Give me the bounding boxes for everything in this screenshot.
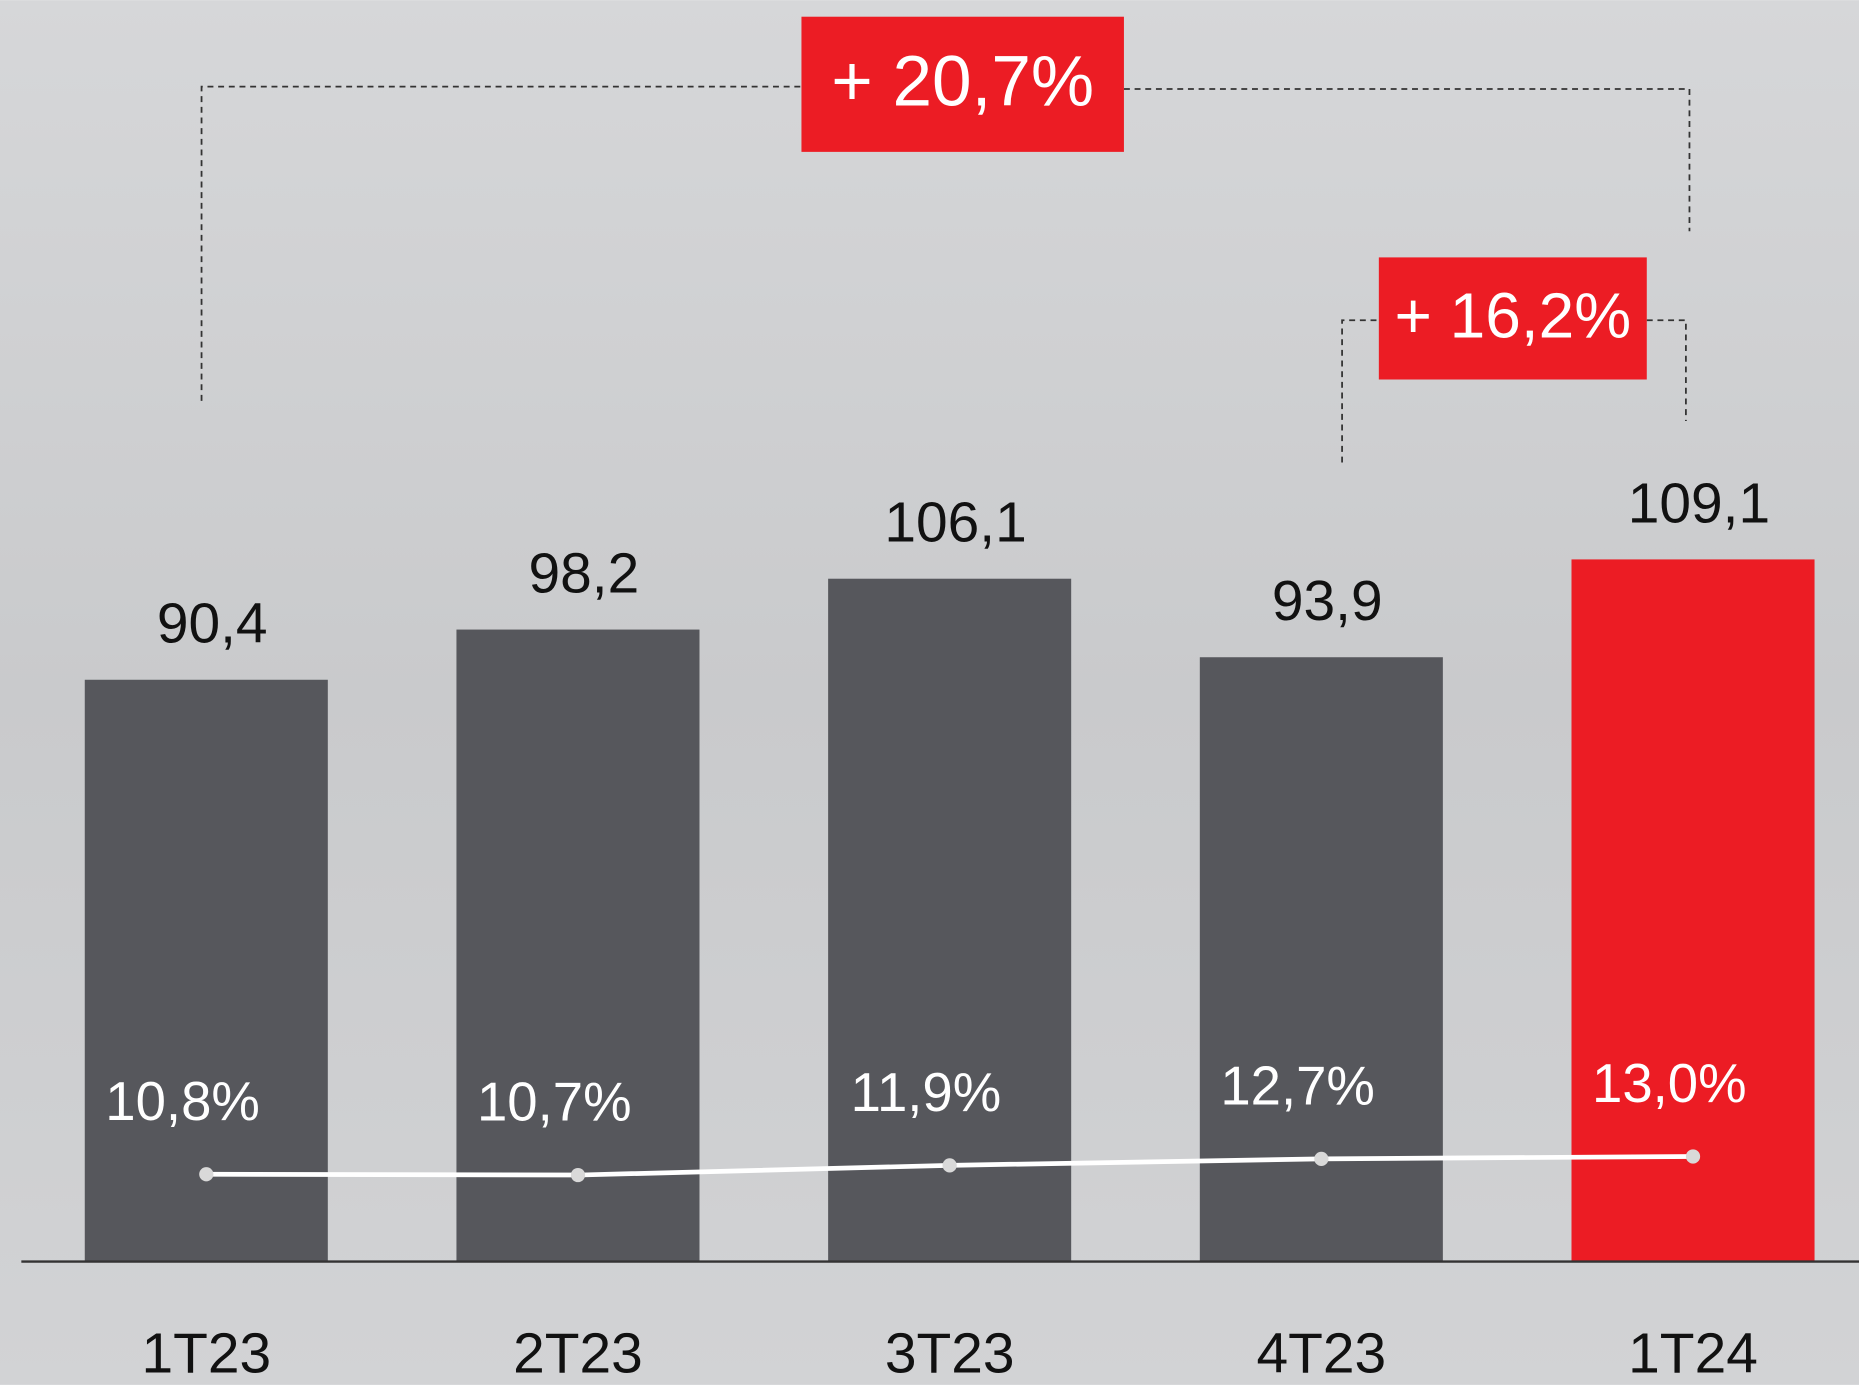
- bar-value-label: 90,4: [157, 592, 268, 656]
- annotations: + 20,7% + 16,2%: [801, 16, 1647, 380]
- line-value-label: 13,0%: [1592, 1053, 1747, 1114]
- bars: 90,4 1T23 98,2 2T23 106,1 3T23 93,9 4T23 109,1 1T…: [84, 471, 1815, 1385]
- bracket: [1341, 319, 1379, 463]
- bar: [456, 629, 700, 1262]
- line-point: [199, 1167, 214, 1182]
- line-layer: 10,8% 10,7% 11,9% 12,7% 13,0%: [105, 1053, 1747, 1183]
- bar-value-label: 93,9: [1272, 569, 1383, 633]
- annotation: + 20,7%: [831, 42, 1094, 121]
- x-tick-label: 3T23: [885, 1322, 1015, 1385]
- line-point: [570, 1167, 586, 1183]
- bar-value-label: 98,2: [529, 541, 640, 605]
- annotation-box: [801, 16, 1124, 152]
- brackets: [200, 85, 1691, 463]
- annotation-box: [1378, 257, 1647, 380]
- bracket: [200, 85, 802, 401]
- bracket: [1123, 88, 1691, 232]
- bar: [1199, 657, 1443, 1262]
- bar-value-label: 109,1: [1628, 471, 1770, 535]
- bar: [84, 679, 328, 1262]
- x-tick-label: 2T23: [513, 1322, 643, 1385]
- line-point: [942, 1158, 957, 1173]
- bar: [1571, 559, 1815, 1262]
- bar-value-label: 106,1: [884, 491, 1026, 555]
- bar: [828, 578, 1072, 1262]
- x-tick-label: 4T23: [1257, 1322, 1387, 1385]
- line-value-label: 10,8%: [105, 1071, 260, 1132]
- line-value-label: 10,7%: [477, 1072, 632, 1133]
- line-value-label: 12,7%: [1220, 1056, 1375, 1117]
- line-point: [1685, 1149, 1701, 1164]
- x-tick-label: 1T24: [1628, 1322, 1758, 1385]
- x-tick-label: 1T23: [141, 1322, 271, 1385]
- annotation: + 16,2%: [1394, 280, 1631, 352]
- line-point: [1314, 1151, 1329, 1166]
- bracket: [1646, 319, 1687, 422]
- line-value-label: 11,9%: [851, 1062, 1002, 1123]
